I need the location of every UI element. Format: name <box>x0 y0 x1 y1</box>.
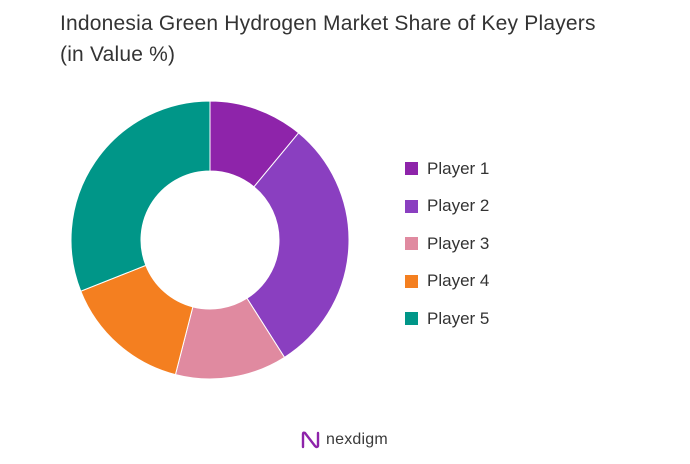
slice-player-5 <box>70 100 211 292</box>
legend-item: Player 2 <box>405 188 489 226</box>
legend-label: Player 2 <box>427 196 490 216</box>
legend-label: Player 5 <box>427 308 490 328</box>
legend-label: Player 3 <box>427 233 490 253</box>
legend-item: Player 3 <box>405 225 489 263</box>
legend-item: Player 5 <box>405 300 489 338</box>
chart-title: Indonesia Green Hydrogen Market Share of… <box>60 12 596 66</box>
legend-swatch <box>405 274 418 288</box>
nexdigm-logo-icon <box>301 431 320 449</box>
legend-swatch <box>405 312 418 326</box>
brand-name: nexdigm <box>326 431 388 448</box>
legend-swatch <box>405 199 418 213</box>
legend-label: Player 1 <box>427 158 490 178</box>
legend-swatch <box>405 162 418 176</box>
legend-swatch <box>405 237 418 251</box>
slice-player-2 <box>246 132 350 359</box>
donut-chart <box>70 100 350 380</box>
chart-legend: Player 1 Player 2 Player 3 Player 4 Player 5 <box>405 150 489 338</box>
legend-item: Player 4 <box>405 263 489 301</box>
brand-logo: nexdigm <box>300 430 388 450</box>
legend-label: Player 4 <box>427 271 490 291</box>
legend-item: Player 1 <box>405 150 489 188</box>
